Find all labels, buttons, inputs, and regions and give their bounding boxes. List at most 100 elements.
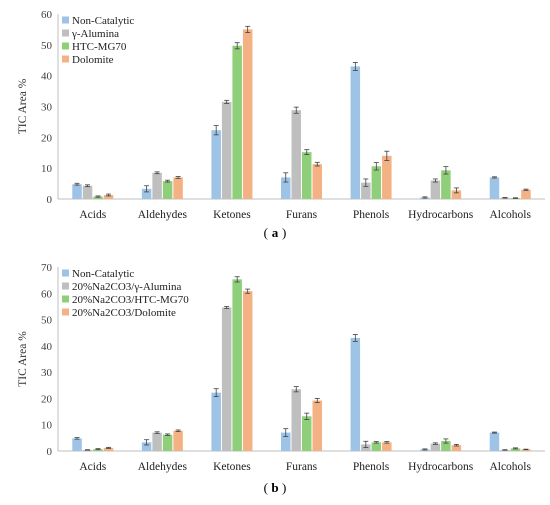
bar	[489, 432, 500, 451]
bar	[93, 196, 103, 199]
bar	[82, 185, 93, 199]
caption-letter: b	[271, 480, 278, 495]
caption-letter: a	[272, 225, 279, 240]
bar	[291, 389, 301, 451]
legend-swatch	[62, 29, 69, 37]
bar	[441, 441, 451, 451]
y-tick-label: 20	[41, 132, 53, 144]
y-tick-label: 30	[41, 102, 53, 114]
y-tick-label: 20	[41, 393, 53, 405]
y-axis-label: TIC Area %	[17, 78, 29, 134]
caption-open-paren: (	[264, 225, 268, 240]
x-tick-label: Acids	[79, 209, 106, 221]
y-tick-label: 40	[41, 341, 53, 353]
bar	[232, 45, 242, 200]
y-tick-label: 10	[41, 163, 53, 175]
legend-label: γ-Alumina	[71, 28, 119, 40]
y-tick-label: 30	[41, 367, 53, 379]
legend-swatch	[62, 308, 69, 316]
bar	[291, 110, 301, 199]
bar	[430, 443, 441, 451]
bar	[72, 438, 82, 451]
bar	[510, 448, 521, 451]
caption-open-paren: (	[264, 480, 268, 495]
bar	[141, 188, 152, 199]
bar	[302, 416, 312, 451]
x-tick-label: Ketones	[213, 209, 251, 221]
bar	[211, 130, 221, 199]
x-tick-label: Acids	[79, 461, 106, 473]
y-tick-label: 60	[41, 9, 53, 21]
bar	[451, 445, 462, 451]
bar	[312, 164, 322, 199]
legend-label: HTC-MG70	[72, 41, 127, 53]
bar	[162, 434, 173, 451]
legend-label: 20%Na2CO3/Dolomite	[72, 307, 176, 319]
y-tick-label: 60	[41, 288, 53, 300]
bar	[152, 432, 162, 451]
bar	[430, 180, 441, 199]
bar	[350, 66, 361, 200]
bar	[72, 184, 82, 199]
bar	[141, 442, 152, 451]
bar	[221, 101, 232, 199]
bar	[521, 189, 531, 199]
bar	[242, 29, 253, 199]
bar	[441, 170, 451, 199]
bar	[312, 400, 322, 451]
x-tick-label: Phenols	[353, 461, 390, 473]
bar	[302, 152, 312, 199]
x-tick-label: Ketones	[213, 461, 251, 473]
x-tick-label: Furans	[286, 209, 318, 221]
bar	[162, 181, 173, 199]
legend-swatch	[62, 55, 69, 63]
legend-label: Non-Catalytic	[72, 15, 134, 27]
x-tick-label: Alcohols	[489, 461, 531, 473]
x-tick-label: Furans	[286, 461, 318, 473]
x-tick-label: Aldehydes	[138, 209, 188, 221]
legend-swatch	[62, 269, 69, 277]
x-tick-label: Aldehydes	[138, 461, 188, 473]
legend-label: 20%Na2CO3/γ-Alumina	[72, 281, 181, 293]
bar	[221, 307, 232, 451]
x-tick-label: Hydrocarbons	[408, 209, 474, 221]
y-tick-label: 50	[41, 315, 53, 327]
x-tick-label: Hydrocarbons	[408, 461, 474, 473]
y-tick-label: 40	[41, 71, 53, 83]
bar	[173, 430, 183, 451]
y-tick-label: 10	[41, 420, 53, 432]
x-tick-label: Phenols	[353, 209, 390, 221]
bar	[382, 442, 392, 451]
y-tick-label: 0	[47, 194, 53, 206]
legend-swatch	[62, 282, 69, 290]
legend-swatch	[62, 16, 69, 24]
bar	[521, 449, 531, 451]
bar	[281, 177, 291, 199]
bar	[211, 392, 221, 451]
bar	[361, 182, 371, 199]
y-tick-label: 70	[41, 262, 53, 274]
bar	[451, 190, 462, 199]
legend-label: Non-Catalytic	[72, 268, 134, 280]
bar	[350, 337, 361, 451]
bar	[173, 177, 183, 199]
y-tick-label: 0	[47, 446, 53, 458]
bar	[382, 155, 392, 199]
chart-panel-a: 0 10 20 30 40 50 60 TIC Area % Acids Aldehydes Ket…	[17, 9, 545, 240]
y-axis-label: TIC Area %	[17, 331, 29, 387]
legend-swatch	[62, 42, 69, 50]
bar	[152, 172, 162, 199]
bar	[232, 279, 242, 451]
bar	[242, 291, 253, 451]
bar	[103, 447, 114, 451]
x-tick-label: Alcohols	[489, 209, 531, 221]
legend-swatch	[62, 295, 69, 303]
y-tick-label: 50	[41, 40, 53, 52]
bar	[489, 177, 500, 199]
bar	[103, 194, 114, 199]
caption-close-paren: )	[282, 225, 286, 240]
bar	[371, 166, 382, 199]
legend-label: 20%Na2CO3/HTC-MG70	[72, 294, 189, 306]
bar	[371, 442, 382, 451]
